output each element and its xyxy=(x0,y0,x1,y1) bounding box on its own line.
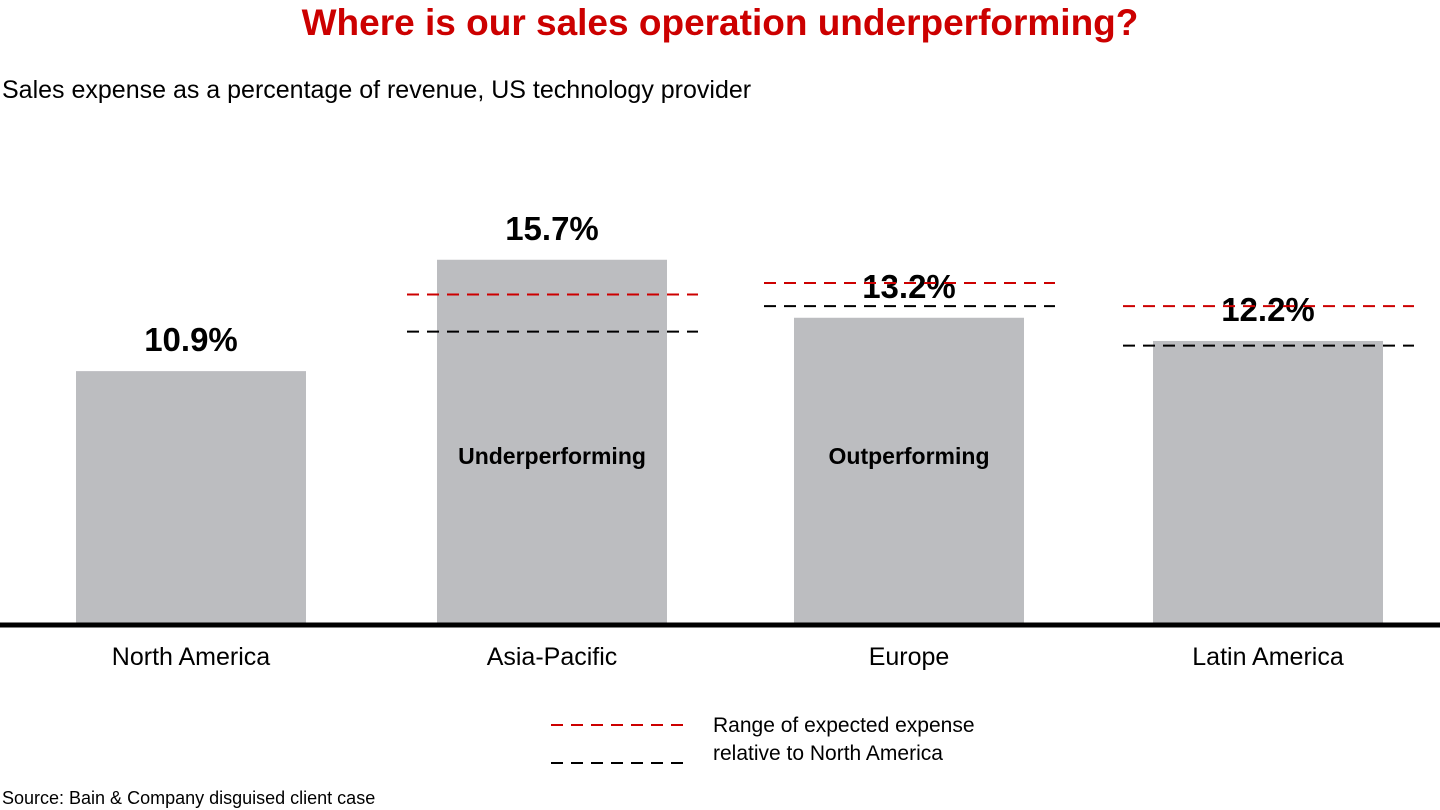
x-tick-label: Europe xyxy=(869,643,950,671)
x-tick-label: Latin America xyxy=(1192,643,1344,671)
data-label: 15.7% xyxy=(505,210,599,247)
bar-annotation: Underperforming xyxy=(458,443,646,469)
data-label: 12.2% xyxy=(1221,291,1315,328)
x-tick-label: North America xyxy=(112,643,270,671)
chart-title: Where is our sales operation underperfor… xyxy=(301,2,1139,43)
bar-annotation: Outperforming xyxy=(829,443,990,469)
bar-0 xyxy=(76,371,306,624)
data-label: 13.2% xyxy=(862,268,956,305)
bar-1 xyxy=(437,259,667,624)
bar-2 xyxy=(794,317,1024,624)
x-tick-label: Asia-Pacific xyxy=(487,643,618,671)
chart-subtitle: Sales expense as a percentage of revenue… xyxy=(2,76,752,104)
legend-text-line2: relative to North America xyxy=(713,742,943,765)
data-label: 10.9% xyxy=(144,321,238,358)
bar-3 xyxy=(1153,340,1383,624)
source-note: Source: Bain & Company disguised client … xyxy=(2,788,376,808)
legend-text-line1: Range of expected expense xyxy=(713,714,975,737)
